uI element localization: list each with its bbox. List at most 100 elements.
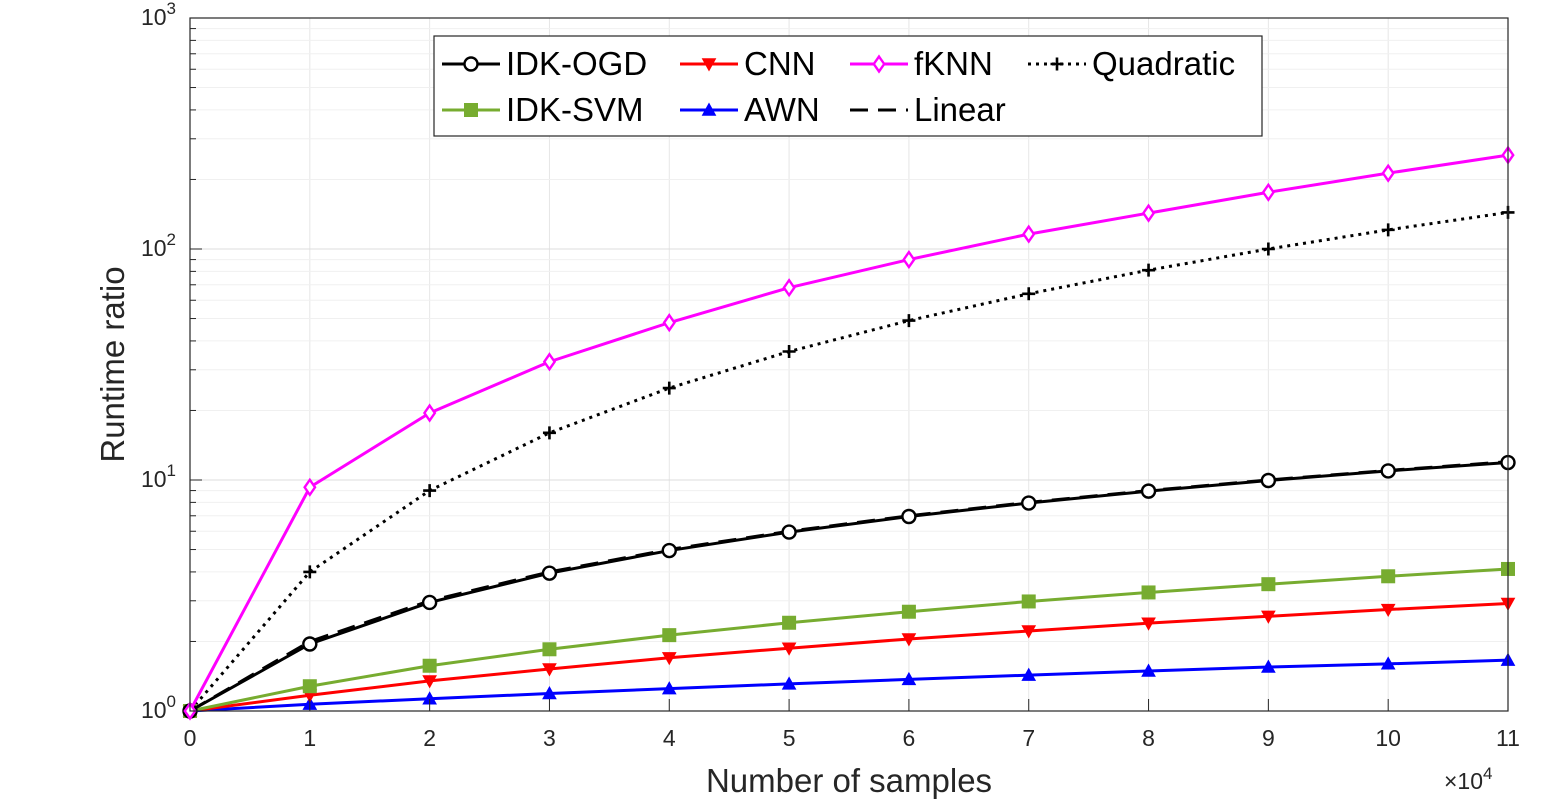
legend: IDK-OGD CNN fKNN Quadratic IDK-SVM AWN Linear (433, 35, 1263, 137)
y-tick-label-2: 102 (141, 230, 176, 261)
y-tick-exp-2: 2 (167, 230, 176, 249)
point-quadratic-4 (662, 381, 676, 395)
point-cnn-5 (781, 642, 797, 656)
series-line-fknn (188, 153, 1509, 712)
point-fknn-6 (902, 249, 916, 270)
point-fknn-1 (303, 477, 317, 497)
point-quadratic-5 (782, 344, 796, 358)
x-tick-label-3: 3 (543, 725, 556, 751)
legend-item-fknn: fKNN (850, 45, 993, 82)
legend-marker-idk-ogd (463, 56, 479, 72)
x-tick-label-10: 10 (1375, 725, 1401, 751)
x-tick-label-2: 2 (423, 725, 436, 751)
x-tick-label-8: 8 (1142, 725, 1155, 751)
legend-item-cnn: CNN (680, 45, 816, 82)
point-idk-ogd-3 (541, 565, 558, 581)
point-idk-ogd-8 (1140, 483, 1157, 499)
series-cnn (182, 597, 1516, 719)
legend-label-awn: AWN (744, 91, 820, 128)
point-idk-ogd-5 (781, 524, 797, 540)
legend-label-cnn: CNN (744, 45, 816, 82)
series-line-cnn (189, 601, 1509, 713)
y-tick-exp-1: 1 (167, 461, 176, 480)
y-tick-label-0: 100 (141, 692, 176, 723)
point-quadratic-9 (1261, 242, 1275, 256)
x-exponent-base: ×10 (1444, 768, 1483, 794)
point-awn-6 (901, 671, 917, 686)
point-idk-svm-6 (901, 604, 916, 619)
x-tick-label-4: 4 (663, 725, 676, 751)
legend-marker-awn (701, 102, 717, 116)
point-cnn-10 (1380, 603, 1396, 618)
series-line-awn (189, 658, 1509, 713)
point-quadratic-3 (542, 426, 556, 440)
point-idk-svm-4 (662, 628, 677, 643)
point-awn-7 (1021, 667, 1037, 681)
series-quadratic (183, 205, 1515, 718)
y-tick-base-2: 10 (141, 235, 167, 261)
x-tick-label-0: 0 (184, 725, 197, 751)
point-awn-5 (781, 676, 797, 690)
point-fknn-8 (1141, 203, 1156, 223)
point-idk-svm-10 (1381, 569, 1396, 584)
point-cnn-2 (422, 675, 437, 689)
point-fknn-7 (1022, 224, 1036, 244)
point-fknn-5 (782, 278, 796, 298)
point-cnn-7 (1021, 625, 1037, 639)
plot-frame (189, 17, 1509, 712)
y-tick-exp-3: 3 (167, 0, 176, 18)
x-tick-label-9: 9 (1262, 725, 1275, 751)
point-quadratic-7 (1022, 287, 1036, 301)
series-idk-svm (183, 561, 1515, 718)
point-idk-ogd-6 (901, 508, 917, 525)
point-fknn-3 (542, 352, 557, 372)
series-fknn (183, 145, 1515, 721)
point-fknn-4 (662, 313, 676, 333)
point-idk-svm-8 (1141, 585, 1156, 600)
point-quadratic-2 (423, 484, 437, 498)
legend-label-fknn: fKNN (914, 45, 993, 82)
x-exponent-power: 4 (1483, 764, 1492, 783)
legend-label-idk-svm: IDK-SVM (506, 91, 644, 128)
point-cnn-3 (542, 663, 557, 677)
point-idk-ogd-2 (421, 594, 438, 611)
x-tick-label-7: 7 (1022, 725, 1035, 751)
axes (189, 17, 1509, 712)
y-tick-base-0: 10 (141, 697, 167, 723)
point-idk-ogd-9 (1260, 472, 1277, 489)
y-axis-label: Runtime ratio (94, 266, 131, 462)
y-tick-label-3: 103 (141, 0, 176, 30)
point-idk-ogd-10 (1380, 463, 1396, 479)
x-axis-label: Number of samples (706, 762, 992, 799)
point-awn-3 (542, 686, 557, 700)
point-fknn-10 (1381, 163, 1395, 183)
legend-marker-cnn (701, 58, 717, 72)
point-awn-10 (1380, 656, 1396, 670)
legend-item-quadratic: Quadratic (1028, 45, 1235, 82)
legend-marker-quadratic (1050, 57, 1064, 71)
legend-box (433, 35, 1263, 137)
x-tick-label-6: 6 (903, 725, 916, 751)
point-idk-ogd-4 (661, 542, 677, 559)
point-quadratic-10 (1381, 223, 1395, 237)
legend-label-idk-ogd: IDK-OGD (506, 45, 647, 82)
point-awn-9 (1261, 659, 1276, 673)
series-line-quadratic (188, 210, 1509, 712)
point-idk-ogd-1 (302, 636, 318, 652)
x-tick-labels: 0 1 2 3 4 5 6 7 8 9 10 11 (184, 725, 1520, 751)
point-cnn-4 (661, 652, 677, 666)
x-tick-label-1: 1 (303, 725, 316, 751)
point-quadratic-8 (1142, 263, 1156, 277)
point-idk-svm-3 (542, 642, 557, 657)
x-tick-label-11: 11 (1496, 725, 1520, 751)
point-fknn-2 (422, 403, 437, 423)
y-tick-base-1: 10 (141, 466, 167, 492)
legend-marker-fknn (872, 54, 886, 74)
y-tick-exp-0: 0 (167, 692, 176, 711)
point-idk-ogd-7 (1021, 495, 1037, 511)
point-cnn-9 (1261, 610, 1276, 624)
point-idk-svm-1 (302, 679, 317, 694)
